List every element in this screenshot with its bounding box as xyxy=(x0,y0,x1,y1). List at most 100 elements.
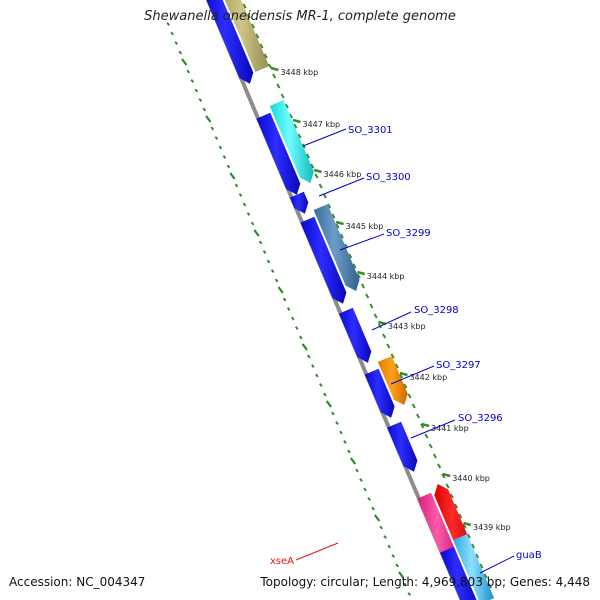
gene-leader-line xyxy=(295,542,339,561)
gc-content-mark xyxy=(174,41,178,45)
tick-mark xyxy=(314,173,319,179)
gene-leader-line xyxy=(302,128,347,147)
gene-label[interactable]: SO_3296 xyxy=(458,413,503,424)
gc-content-track xyxy=(166,22,412,596)
gc-content-mark xyxy=(229,172,236,180)
gene-arrow[interactable] xyxy=(440,546,478,600)
gene-leader-line xyxy=(479,555,515,574)
gene-arrow[interactable] xyxy=(313,204,360,291)
tick-mark xyxy=(411,403,416,409)
tick-label: 3447 kbp xyxy=(302,120,340,129)
gene-arrow[interactable] xyxy=(377,356,408,405)
gc-content-mark xyxy=(250,221,255,226)
gc-content-mark xyxy=(398,571,405,579)
tick-label: 3442 kbp xyxy=(409,373,447,382)
tick-mark xyxy=(365,293,370,299)
tick-mark xyxy=(382,333,387,339)
tick-mark xyxy=(276,83,281,89)
tick-label: 3444 kbp xyxy=(367,272,405,281)
gc-content-mark xyxy=(238,193,243,197)
gc-content-mark xyxy=(166,22,170,26)
tick-mark xyxy=(369,303,374,309)
gc-content-mark xyxy=(335,421,339,425)
gene-arrow[interactable] xyxy=(300,216,347,304)
gc-content-mark xyxy=(205,115,212,123)
gc-content-mark xyxy=(198,98,203,102)
gene-arrow[interactable] xyxy=(202,0,254,84)
gene-label[interactable]: SO_3299 xyxy=(386,228,431,239)
gc-content-mark xyxy=(383,535,387,539)
gc-content-mark xyxy=(311,364,315,368)
gc-content-mark xyxy=(395,563,399,568)
gc-content-mark xyxy=(186,69,191,74)
tick-mark xyxy=(267,63,272,69)
gene-leader-line xyxy=(371,311,412,331)
gene-arrow[interactable] xyxy=(269,100,314,183)
gc-content-mark xyxy=(363,487,367,492)
major-tick xyxy=(442,472,451,478)
gc-content-mark xyxy=(319,383,323,387)
gc-content-mark xyxy=(253,229,260,237)
gc-content-mark xyxy=(277,286,284,294)
gc-content-mark xyxy=(391,554,395,558)
gc-content-mark xyxy=(307,354,311,359)
tick-label: 3439 kbp xyxy=(473,523,511,532)
gene-arrow[interactable] xyxy=(256,112,301,195)
gc-content-mark xyxy=(170,31,174,36)
gc-content-mark xyxy=(339,430,343,435)
gene-label[interactable]: guaB xyxy=(516,550,542,561)
gc-content-mark xyxy=(226,164,231,169)
gc-content-mark xyxy=(379,525,383,530)
tick-mark xyxy=(445,483,450,489)
gc-content-mark xyxy=(262,250,267,254)
gc-content-mark xyxy=(218,145,223,150)
gene-label[interactable]: SO_3298 xyxy=(414,305,459,316)
tick-mark xyxy=(250,23,256,29)
gc-content-mark xyxy=(323,392,327,397)
gene-arrow[interactable] xyxy=(453,534,495,600)
gene-label[interactable]: SO_3300 xyxy=(366,172,411,183)
tick-mark xyxy=(246,13,251,19)
gene-label[interactable]: xseA xyxy=(270,556,294,567)
tick-mark xyxy=(297,133,302,139)
tick-mark xyxy=(483,573,488,579)
tick-label: 3445 kbp xyxy=(346,222,384,231)
gc-content-mark xyxy=(242,202,247,207)
tick-mark xyxy=(348,253,353,259)
tick-mark xyxy=(373,313,378,319)
gene-arrow[interactable] xyxy=(218,0,270,72)
tick-mark xyxy=(487,583,492,589)
gene-arrow[interactable] xyxy=(387,421,418,472)
gene-track xyxy=(202,0,495,600)
gc-content-mark xyxy=(367,497,371,501)
gc-content-mark xyxy=(347,449,351,454)
gene-leader-line xyxy=(390,365,435,385)
major-tick xyxy=(292,118,301,124)
tick-label: 3443 kbp xyxy=(388,322,426,331)
tick-mark xyxy=(407,393,412,399)
tick-mark xyxy=(470,543,476,549)
tick-mark xyxy=(280,93,285,99)
gene-label[interactable]: SO_3301 xyxy=(348,125,393,136)
gene-label[interactable]: SO_3297 xyxy=(436,360,481,371)
tick-mark xyxy=(462,523,467,529)
accession-text: Accession: NC_004347 xyxy=(9,575,146,589)
gc-content-mark xyxy=(315,373,319,378)
gene-arrow[interactable] xyxy=(289,191,309,214)
tick-mark xyxy=(449,493,454,499)
tick-mark xyxy=(403,383,408,389)
gc-content-mark xyxy=(222,155,227,159)
gene-leader-line xyxy=(339,233,385,251)
gene-arrow[interactable] xyxy=(339,307,372,363)
tick-mark xyxy=(458,513,463,519)
gc-content-mark xyxy=(190,79,195,83)
gc-content-mark xyxy=(194,88,199,93)
gc-content-mark xyxy=(178,50,183,55)
gene-arrow[interactable] xyxy=(364,368,395,418)
gene-leader-line xyxy=(318,177,365,197)
gc-content-mark xyxy=(266,259,271,264)
gc-content-mark xyxy=(234,183,239,188)
tick-mark xyxy=(263,53,268,59)
tick-mark xyxy=(242,3,247,9)
